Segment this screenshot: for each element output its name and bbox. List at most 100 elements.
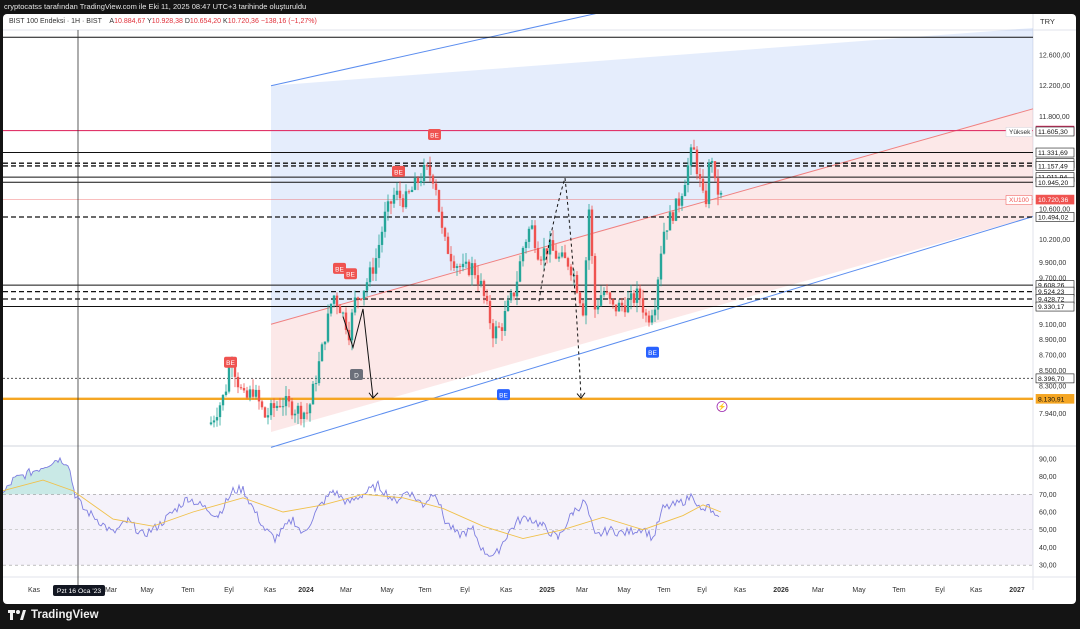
price-label-text: 9.608,26: [1038, 283, 1065, 290]
candle-body: [503, 310, 507, 331]
price-label-text: 9.524,23: [1038, 289, 1065, 296]
candle-body: [386, 201, 390, 212]
candle-body: [362, 290, 366, 300]
x-tick-label: May: [380, 587, 394, 594]
signal-marker-box: [350, 369, 363, 381]
candle-body: [209, 422, 213, 425]
candle-body: [410, 189, 414, 192]
candle-body: [665, 230, 669, 232]
candle-body: [224, 391, 228, 395]
x-tick-label: 2026: [773, 587, 789, 594]
price-label-text: 10.720,36: [1038, 197, 1068, 204]
candle-body: [497, 326, 501, 328]
crosshair-date-box: [53, 585, 105, 596]
projection-arrow-left: [368, 392, 379, 399]
candle-body: [329, 303, 333, 314]
candle-body: [506, 300, 510, 311]
candle-body: [515, 281, 519, 297]
signal-marker-box: [224, 356, 237, 368]
candle-body: [416, 177, 420, 184]
price-label: 9.330,17: [1035, 301, 1075, 312]
signal-marker-box: [333, 262, 346, 274]
price-tag-text: Yüksek: [1009, 129, 1031, 136]
candle-body: [389, 201, 393, 204]
tradingview-footer: TradingView: [8, 606, 99, 624]
candle-body: [485, 295, 489, 302]
candle-body: [641, 298, 645, 313]
candle-body: [290, 401, 294, 416]
high-value: 10.928,38: [151, 18, 183, 25]
candle-body: [554, 250, 558, 259]
crosshair-date-badge: Pzt 16 Oca '23: [53, 585, 105, 596]
candle-body: [677, 198, 681, 206]
candle-body: [407, 191, 411, 193]
candle-body: [638, 288, 642, 299]
projection-path-up: [538, 177, 566, 302]
price-label-box: [1035, 394, 1075, 404]
price-label: XU100: [1005, 195, 1033, 205]
candle-body: [368, 267, 372, 283]
candle-body: [452, 261, 456, 268]
candle-body: [323, 341, 327, 345]
signal-marker-label: BE: [430, 132, 439, 139]
candle-body: [704, 190, 708, 205]
candle-body: [419, 181, 423, 184]
chart-frame[interactable]: TRY BE BE BE BE BE BE BE D ⚡ 12.600,00 12.200,00 11.…: [3, 14, 1076, 604]
candle-body: [536, 248, 540, 260]
candle-body: [494, 326, 498, 339]
price-label-box: [1035, 373, 1075, 384]
candle-body: [590, 209, 594, 256]
candle-body: [566, 258, 570, 267]
price-label: 10.494,02: [1035, 212, 1075, 222]
candle-body: [350, 312, 354, 341]
candle-body: [689, 147, 693, 166]
candle-body: [581, 303, 585, 316]
price-label-text: 10.494,02: [1038, 214, 1068, 221]
candle-body: [569, 266, 573, 276]
candle-body: [539, 259, 543, 261]
channel-upper-line: [270, 14, 597, 87]
price-label: Yüksek: [1005, 127, 1033, 137]
candle-body: [455, 266, 459, 268]
candle-body: [281, 406, 285, 408]
x-tick-label: Kas: [970, 587, 983, 594]
price-tag-box: [1005, 195, 1033, 205]
candle-body: [374, 258, 378, 274]
candle-body: [521, 247, 525, 262]
x-tick-label: 2027: [1009, 587, 1025, 594]
open-label: A: [109, 18, 115, 25]
candle-body: [719, 192, 723, 195]
x-tick-label: May: [617, 587, 631, 594]
candle-body: [671, 212, 675, 221]
candle-body: [314, 383, 318, 385]
candle-body: [428, 166, 432, 176]
candle-body: [272, 403, 276, 409]
high-label: Y: [147, 18, 152, 25]
chart-canvas[interactable]: TRYBEBEBEBEBEBEBED⚡12.600,0012.200,0011.…: [3, 14, 1076, 604]
candle-body: [242, 388, 246, 391]
y-tick-label: 7.940,00: [1039, 411, 1066, 418]
price-tag-text: XU100: [1009, 197, 1029, 204]
candle-body: [413, 177, 417, 190]
x-tick-label: Eyl: [224, 587, 234, 594]
candle-body: [332, 295, 336, 304]
signal-marker-box: [497, 389, 510, 401]
candle-body: [707, 162, 711, 205]
candle-body: [434, 183, 438, 190]
candle-body: [674, 198, 678, 221]
price-label: 10.945,20: [1035, 177, 1075, 188]
price-label-text: 11.331,69: [1038, 150, 1068, 157]
candle-body: [266, 415, 270, 418]
price-label: 11.605,30: [1035, 126, 1075, 137]
rsi-overbought-fill: [3, 457, 78, 495]
close-label: K: [223, 18, 228, 25]
price-label-text: 11.605,30: [1038, 129, 1068, 136]
signal-marker-sell: BE: [344, 268, 357, 280]
price-label-box: [1035, 177, 1075, 188]
signal-marker-sell: BE: [333, 262, 346, 274]
candle-body: [680, 196, 684, 206]
x-tick-label: Eyl: [935, 587, 945, 594]
candle-body: [437, 189, 441, 212]
candle-body: [227, 366, 231, 392]
candle-body: [596, 305, 600, 310]
